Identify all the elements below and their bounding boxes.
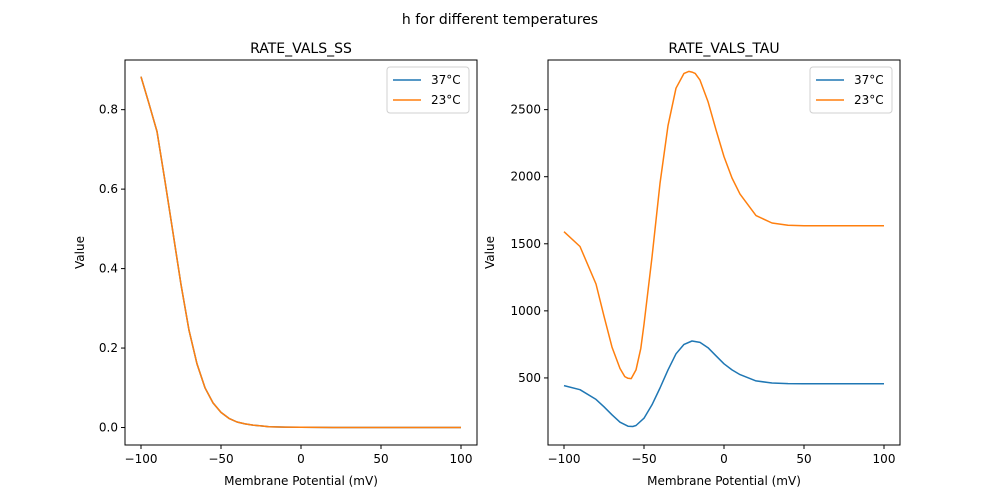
x-tick-label: −50: [208, 452, 233, 466]
y-axis-label: Value: [73, 236, 87, 269]
x-axis-label: Membrane Potential (mV): [224, 474, 378, 488]
axis-ticks: −100 −50 0 50 100 0.0 0.2 0.4 0.6 0.8: [99, 103, 473, 466]
plot-lines: [140, 76, 461, 429]
axes-frame: [124, 59, 478, 446]
plot-lines: [563, 70, 884, 428]
series-line-23Cc: [140, 76, 461, 429]
y-tick-label: 1500: [510, 237, 541, 251]
x-tick-label: 0: [720, 452, 728, 466]
y-tick-label: 1000: [510, 304, 541, 318]
x-tick-label: 100: [450, 452, 473, 466]
figure-suptitle: h for different temperatures: [402, 12, 598, 28]
x-tick-label: 0: [297, 452, 305, 466]
panel-title: RATE_VALS_TAU: [668, 41, 779, 57]
y-axis-label: Value: [483, 236, 497, 269]
y-tick-label: 0.0: [99, 421, 118, 435]
y-tick-label: 0.2: [99, 341, 118, 355]
panel-rate-vals-tau: RATE_VALS_TAU Membrane Potential (mV) Va…: [483, 41, 901, 488]
legend-label: 23°C: [431, 93, 461, 107]
x-tick-label: 50: [373, 452, 388, 466]
x-tick-label: −50: [631, 452, 656, 466]
axes-frame: [547, 59, 901, 446]
y-tick-label: 2000: [510, 170, 541, 184]
y-tick-label: 500: [518, 371, 541, 385]
legend-frame: [809, 66, 893, 114]
legend: 37°C 23°C: [386, 66, 470, 114]
y-tick-label: 2500: [510, 103, 541, 117]
series-line-23Cc: [563, 70, 884, 380]
y-tick-label: 0.4: [99, 262, 118, 276]
legend-label: 37°C: [431, 73, 461, 87]
x-tick-label: −100: [548, 452, 581, 466]
x-tick-label: −100: [125, 452, 158, 466]
panel-rate-vals-ss: RATE_VALS_SS Membrane Potential (mV) Val…: [73, 41, 478, 488]
x-tick-label: 100: [873, 452, 896, 466]
y-tick-label: 0.8: [99, 103, 118, 117]
x-axis-label: Membrane Potential (mV): [647, 474, 801, 488]
panel-title: RATE_VALS_SS: [250, 41, 352, 57]
legend-label: 23°C: [854, 93, 884, 107]
y-tick-label: 0.6: [99, 182, 118, 196]
legend: 37°C 23°C: [809, 66, 893, 114]
legend-label: 37°C: [854, 73, 884, 87]
axis-ticks: −100 −50 0 50 100 500 1000 1500 2000 2500: [510, 103, 895, 466]
series-line-37Cc: [563, 340, 884, 428]
legend-frame: [386, 66, 470, 114]
x-tick-label: 50: [796, 452, 811, 466]
